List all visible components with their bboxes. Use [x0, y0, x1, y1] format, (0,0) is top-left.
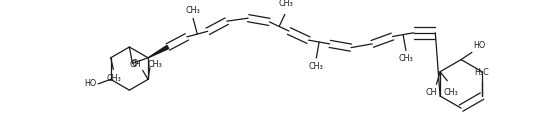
Text: CH: CH — [129, 61, 141, 69]
Text: HO: HO — [474, 41, 486, 50]
Text: CH₃: CH₃ — [106, 74, 121, 83]
Text: H₃C: H₃C — [475, 68, 490, 77]
Text: O: O — [132, 59, 138, 68]
Polygon shape — [148, 45, 169, 58]
Text: CH₃: CH₃ — [279, 0, 293, 8]
Text: CH₃: CH₃ — [444, 88, 458, 97]
Text: CH₃: CH₃ — [309, 62, 324, 71]
Text: CH₃: CH₃ — [147, 61, 162, 69]
Text: CH₃: CH₃ — [399, 54, 413, 63]
Text: CH: CH — [426, 88, 437, 97]
Text: HO: HO — [84, 79, 96, 88]
Text: CH₃: CH₃ — [186, 6, 201, 15]
